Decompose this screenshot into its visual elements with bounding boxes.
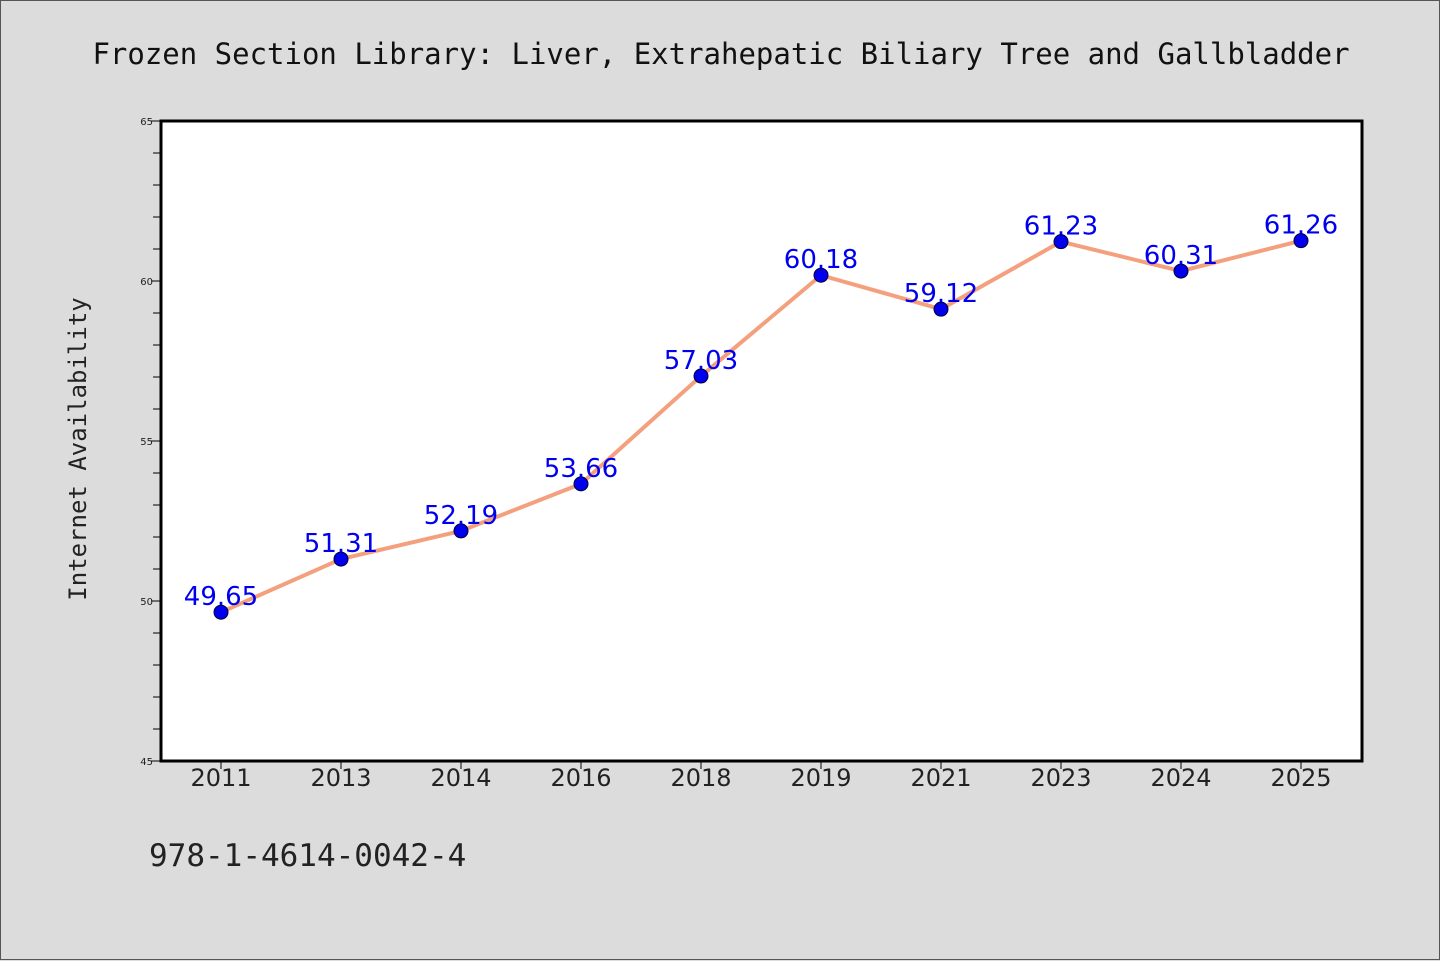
y-tick-label: 65 <box>140 117 153 128</box>
isbn-footnote: 978-1-4614-0042-4 <box>149 838 466 874</box>
series-line <box>220 238 1302 615</box>
data-label-layer: 49.65 51.31 52.19 53.66 57.03 60.18 59.12 61.23… <box>184 211 1338 613</box>
x-tick-label: 2019 <box>790 764 851 792</box>
y-tick-label: 50 <box>140 597 153 608</box>
chart-title: Frozen Section Library: Liver, Extrahepa… <box>92 37 1349 71</box>
x-axis: 2011 2013 2014 2016 2018 2019 2021 2023 2024 2025 <box>190 761 1332 792</box>
x-tick-label: 2016 <box>550 764 611 792</box>
x-tick-label: 2023 <box>1030 764 1091 792</box>
data-label: 57.03 <box>664 346 738 376</box>
data-point <box>693 368 709 384</box>
y-axis-label: Internet Availability <box>64 297 92 600</box>
data-label: 60.31 <box>1144 241 1218 271</box>
x-tick-label: 2011 <box>190 764 251 792</box>
data-point <box>933 301 949 317</box>
data-point <box>453 523 469 539</box>
y-tick-label: 55 <box>140 437 153 448</box>
data-point <box>1053 234 1069 250</box>
x-tick-label: 2024 <box>1150 764 1211 792</box>
y-tick-label: 60 <box>140 277 153 288</box>
x-tick-label: 2018 <box>670 764 731 792</box>
data-point <box>213 604 229 620</box>
data-point <box>573 476 589 492</box>
data-label: 51.31 <box>304 529 378 559</box>
data-point <box>1293 233 1309 249</box>
y-tick-label: 45 <box>140 757 153 768</box>
y-axis: 45 50 55 60 65 <box>140 117 161 768</box>
x-tick-label: 2025 <box>1270 764 1331 792</box>
data-label: 61.23 <box>1024 212 1098 242</box>
data-point <box>333 551 349 567</box>
series-layer <box>213 233 1309 620</box>
plot-area <box>159 119 1364 763</box>
x-tick-label: 2013 <box>310 764 371 792</box>
data-label: 60.18 <box>784 245 858 275</box>
data-label: 59.12 <box>904 279 978 309</box>
x-tick-label: 2021 <box>910 764 971 792</box>
data-label: 61.26 <box>1264 211 1338 241</box>
data-label: 52.19 <box>424 501 498 531</box>
data-label: 53.66 <box>544 454 618 484</box>
x-tick-label: 2014 <box>430 764 491 792</box>
data-point <box>813 267 829 283</box>
data-label: 49.65 <box>184 582 258 612</box>
data-point <box>1173 263 1189 279</box>
